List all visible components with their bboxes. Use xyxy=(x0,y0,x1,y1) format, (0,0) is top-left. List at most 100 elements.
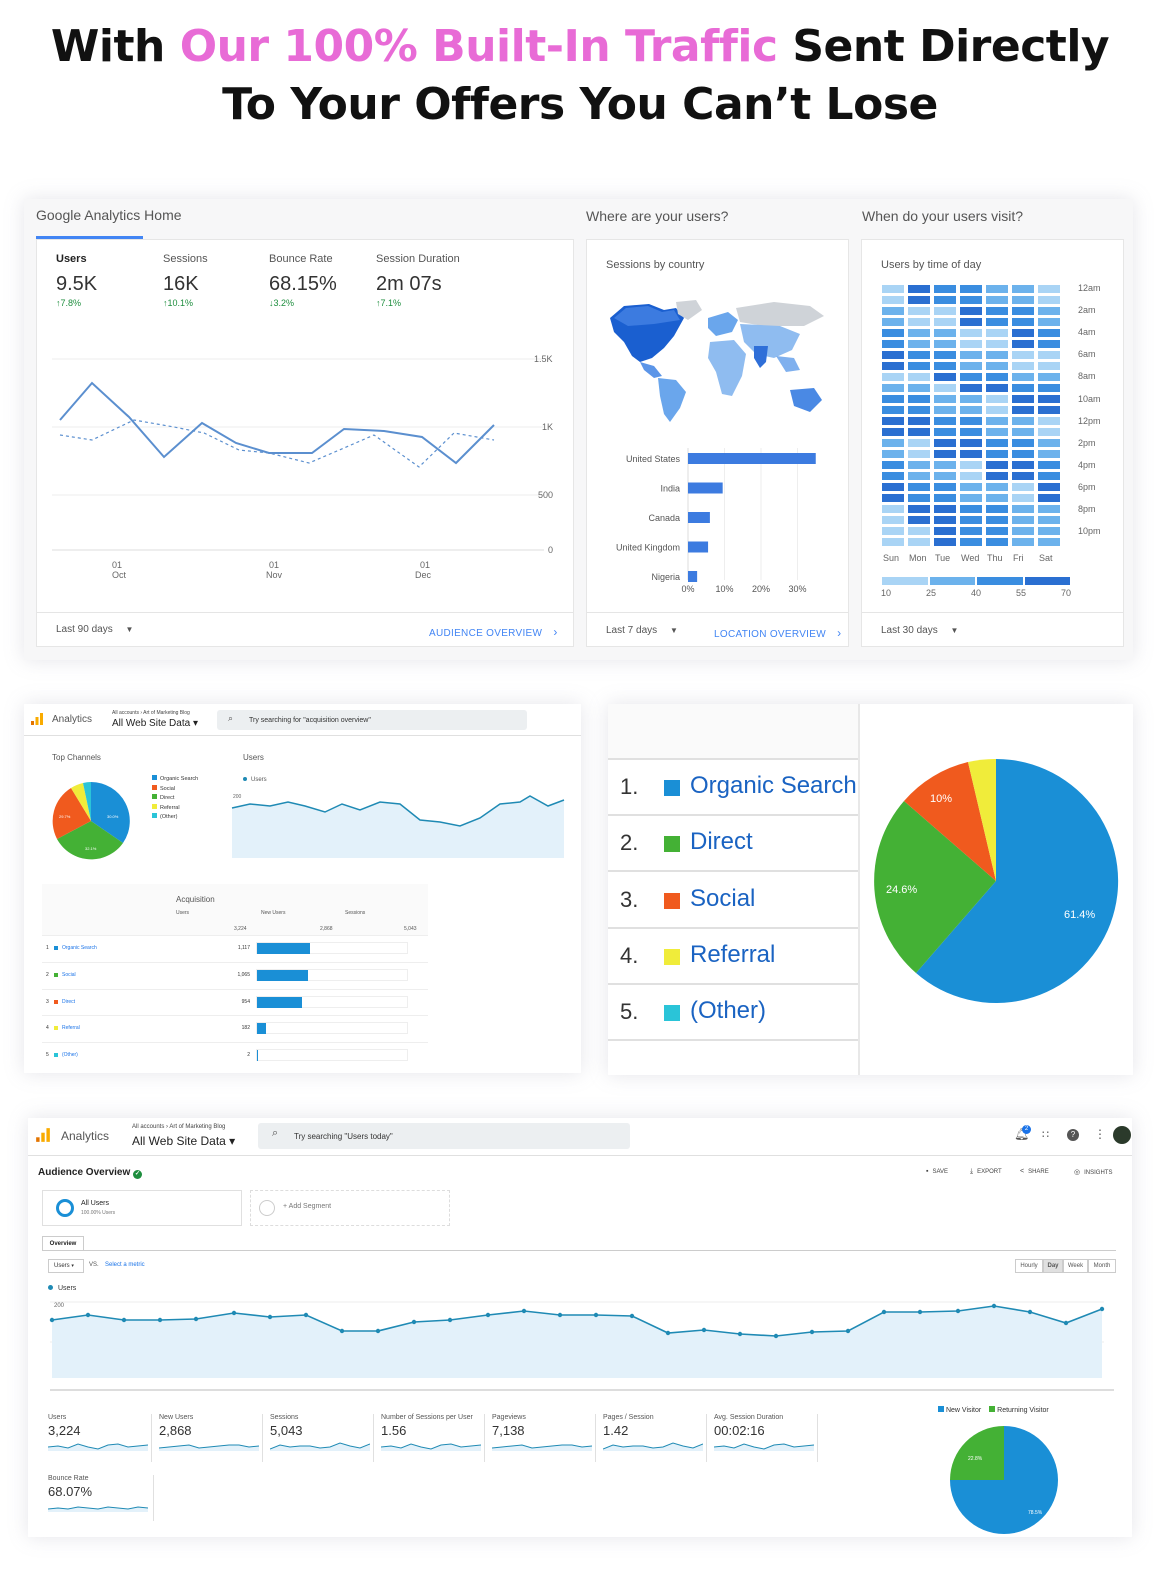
more-vert-icon[interactable]: ⋮ xyxy=(1094,1127,1106,1141)
heatmap-cell xyxy=(882,494,904,502)
heatmap-cell xyxy=(960,439,982,447)
acq-search-input[interactable]: Try searching for "acquisition overview" xyxy=(217,710,527,730)
acq-row-channel-link[interactable]: (Other) xyxy=(62,1052,78,1059)
scale-labels: 10 25 40 55 70 xyxy=(880,588,1076,600)
acq-row-bar-track xyxy=(256,995,408,1008)
heatmap-cell xyxy=(986,307,1008,315)
aud-point xyxy=(447,1317,453,1323)
heatmap-cell xyxy=(1038,351,1060,359)
action-save-button[interactable]: ▪ SAVE xyxy=(926,1168,948,1175)
apps-grid-icon[interactable]: ∷ xyxy=(1042,1129,1049,1141)
acq-table-row[interactable]: 5 (Other) 2 xyxy=(42,1042,428,1069)
hour-label: 12pm xyxy=(1078,415,1101,426)
heatmap-cell xyxy=(986,461,1008,469)
metric-card-value: 7,138 xyxy=(492,1423,525,1438)
heatmap-cell xyxy=(934,373,956,381)
granularity-day-button[interactable]: Day xyxy=(1043,1259,1063,1273)
aud-point xyxy=(593,1312,599,1318)
time-range-dropdown[interactable]: Last 30 days ▼ xyxy=(881,625,958,636)
metric-card-pages-session[interactable]: Pages / Session 1.42 xyxy=(599,1414,707,1462)
metric-card-bounce-rate[interactable]: Bounce Rate 68.07% xyxy=(44,1475,154,1521)
metric-sessions-value: 16K xyxy=(163,273,199,295)
audience-overview-link[interactable]: AUDIENCE OVERVIEW › xyxy=(429,625,558,639)
audience-title: Audience Overview ✓ xyxy=(38,1167,143,1179)
metric-card-pageviews[interactable]: Pageviews 7,138 xyxy=(488,1414,596,1462)
channel-rank: 5. xyxy=(620,999,639,1025)
acq-row-channel-link[interactable]: Organic Search xyxy=(62,945,97,951)
tab-overview[interactable]: Overview xyxy=(42,1236,84,1251)
metric-card-avg-session-duration[interactable]: Avg. Session Duration 00:02:16 xyxy=(710,1414,818,1462)
location-overview-link[interactable]: LOCATION OVERVIEW › xyxy=(714,626,841,640)
country-x-tick-10: 10% xyxy=(715,584,733,594)
aud-point xyxy=(737,1331,743,1337)
acq-row-channel-link[interactable]: Direct xyxy=(62,998,76,1005)
heatmap-cell xyxy=(882,340,904,348)
metric-bounce-delta: ↓3.2% xyxy=(269,298,295,308)
heatmap-cell xyxy=(882,395,904,403)
aud-point xyxy=(193,1316,199,1322)
heatmap-cell xyxy=(1012,439,1034,447)
hour-label: 12am xyxy=(1078,283,1101,293)
visitor-pie-label-returning: 78.5% xyxy=(1028,1510,1043,1516)
heatmap-cell xyxy=(960,373,982,381)
help-icon[interactable]: ? xyxy=(1067,1129,1079,1141)
acq-total-new-users: 2,868 xyxy=(320,926,333,932)
avatar[interactable] xyxy=(1113,1126,1131,1144)
heatmap-cell xyxy=(934,285,956,293)
action-insights-button[interactable]: ◎ INSIGHTS xyxy=(1074,1168,1112,1176)
heatmap-cell xyxy=(882,318,904,326)
heatmap-cell xyxy=(1038,538,1060,546)
acq-table-row[interactable]: 1 Organic Search 1,117 xyxy=(42,935,428,962)
aud-account-crumb[interactable]: All accounts › Art of Marketing Blog xyxy=(132,1124,226,1130)
acq-table-row[interactable]: 3 Direct 954 xyxy=(42,988,428,1016)
action-export-button[interactable]: ⤓ EXPORT xyxy=(970,1168,1002,1176)
metric-card-users[interactable]: Users 3,224 xyxy=(44,1414,152,1462)
granularity-hourly-button[interactable]: Hourly xyxy=(1015,1259,1043,1273)
day-labels: Sun Mon Tue Wed Thu Fri Sat xyxy=(880,553,1070,565)
metric-sessions[interactable]: Sessions 16K ↑10.1% xyxy=(163,253,263,308)
metric-bounce[interactable]: Bounce Rate 68.15% ↓3.2% xyxy=(269,253,369,308)
acq-row-channel-link[interactable]: Referral xyxy=(62,1025,80,1032)
metric-card-sessions[interactable]: Sessions 5,043 xyxy=(266,1414,374,1462)
metric-users[interactable]: Users 9.5K ↑7.8% xyxy=(56,253,156,308)
metric-duration[interactable]: Session Duration 2m 07s ↑7.1% xyxy=(376,253,496,308)
acq-row-channel-link[interactable]: Social xyxy=(62,971,76,978)
metric-card-number-of-sessions-per-user[interactable]: Number of Sessions per User 1.56 xyxy=(377,1414,485,1462)
acq-col-users[interactable]: Users xyxy=(176,910,190,916)
heatmap-cell xyxy=(1038,439,1060,447)
metric-card-new-users[interactable]: New Users 2,868 xyxy=(155,1414,263,1462)
granularity-month-button[interactable]: Month xyxy=(1088,1259,1116,1273)
add-segment-button[interactable] xyxy=(250,1190,450,1226)
country-range-dropdown[interactable]: Last 7 days ▼ xyxy=(606,625,678,636)
aud-view-selector[interactable]: All Web Site Data ▾ xyxy=(132,1134,236,1148)
granularity-week-button[interactable]: Week xyxy=(1063,1259,1088,1273)
select-metric-link[interactable]: Select a metric xyxy=(105,1262,145,1268)
heatmap-cell xyxy=(1012,428,1034,436)
aud-search-input[interactable]: Try searching "Users today" xyxy=(258,1123,630,1149)
acq-table-row[interactable]: 4 Referral 182 xyxy=(42,1015,428,1043)
channel-swatch xyxy=(152,794,157,799)
date-range-dropdown[interactable]: Last 90 days ▼ xyxy=(56,624,133,635)
heatmap-cell xyxy=(934,406,956,414)
acq-col-sessions[interactable]: Sessions xyxy=(345,910,366,916)
heatmap-cell xyxy=(934,428,956,436)
scale-label: 25 xyxy=(926,588,937,598)
country-x-tick-20: 20% xyxy=(752,584,770,594)
heatmap-cell xyxy=(882,428,904,436)
action-share-button[interactable]: < SHARE xyxy=(1020,1168,1049,1175)
acq-view-selector[interactable]: All Web Site Data ▾ xyxy=(112,718,198,729)
country-label-india: India xyxy=(660,484,680,494)
large-pie-direct xyxy=(874,801,996,973)
export-icon: ⤓ xyxy=(970,1168,974,1175)
visitor-pie: 22.8% 78.5% xyxy=(950,1426,1058,1534)
segment-all-users[interactable] xyxy=(42,1190,242,1226)
heatmap-cell xyxy=(960,505,982,513)
metric-select-dropdown[interactable]: Users ▾ xyxy=(48,1259,84,1273)
heatmap-cell xyxy=(882,483,904,491)
metric-card-value: 3,224 xyxy=(48,1423,81,1438)
acq-table-row[interactable]: 2 Social 1,065 xyxy=(42,961,428,989)
heatmap-cell xyxy=(986,516,1008,524)
acq-row-rank: 1 xyxy=(46,945,49,951)
acq-col-new-users[interactable]: New Users xyxy=(261,910,286,916)
acq-account-crumb[interactable]: All accounts › Art of Marketing Blog xyxy=(112,710,190,716)
